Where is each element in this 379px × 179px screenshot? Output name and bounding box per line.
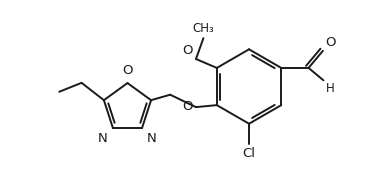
Text: Cl: Cl <box>243 147 255 160</box>
Text: CH₃: CH₃ <box>193 22 214 35</box>
Text: O: O <box>122 64 133 77</box>
Text: O: O <box>183 43 193 57</box>
Text: N: N <box>98 132 108 145</box>
Text: O: O <box>326 36 336 49</box>
Text: O: O <box>183 100 193 113</box>
Text: H: H <box>326 82 334 95</box>
Text: N: N <box>147 132 157 145</box>
